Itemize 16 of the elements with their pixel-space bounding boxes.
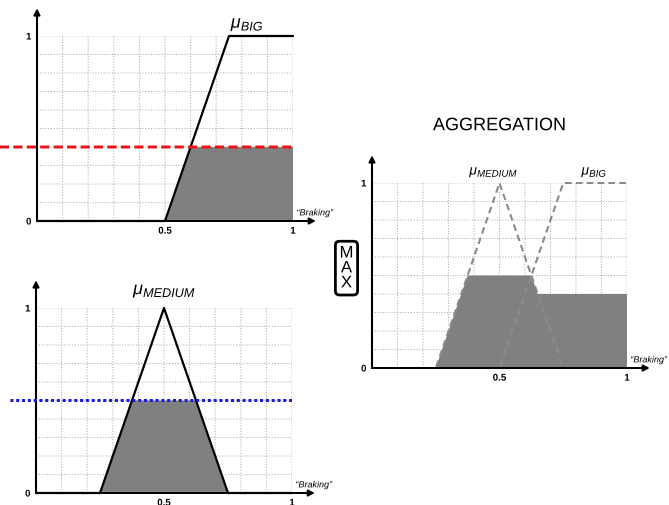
x-axis-title: “Braking” (297, 208, 334, 218)
text: μ$_{BIG}$ (230, 18, 262, 32)
y-tick-label: 0 (361, 364, 366, 372)
y-tick-label: 1 (26, 304, 30, 312)
x-tick-label: 0.5 (493, 374, 506, 381)
text: μ$_{BIG}$ (581, 167, 606, 178)
x-tick-label: 0.5 (158, 226, 172, 234)
chart-title: AGGREGATION (432, 118, 565, 130)
text: μ$_{MEDIUM}$ (469, 167, 516, 178)
y-tick-label: 1 (26, 32, 32, 40)
y-tick-label: 0 (26, 218, 32, 225)
x-axis-title: “Braking” (296, 480, 332, 490)
y-tick-label: 0 (25, 490, 30, 497)
text: μ$_{MEDIUM}$ (132, 284, 194, 298)
x-axis-title: “Braking” (631, 356, 668, 364)
y-axis-title: MAX (340, 246, 352, 288)
